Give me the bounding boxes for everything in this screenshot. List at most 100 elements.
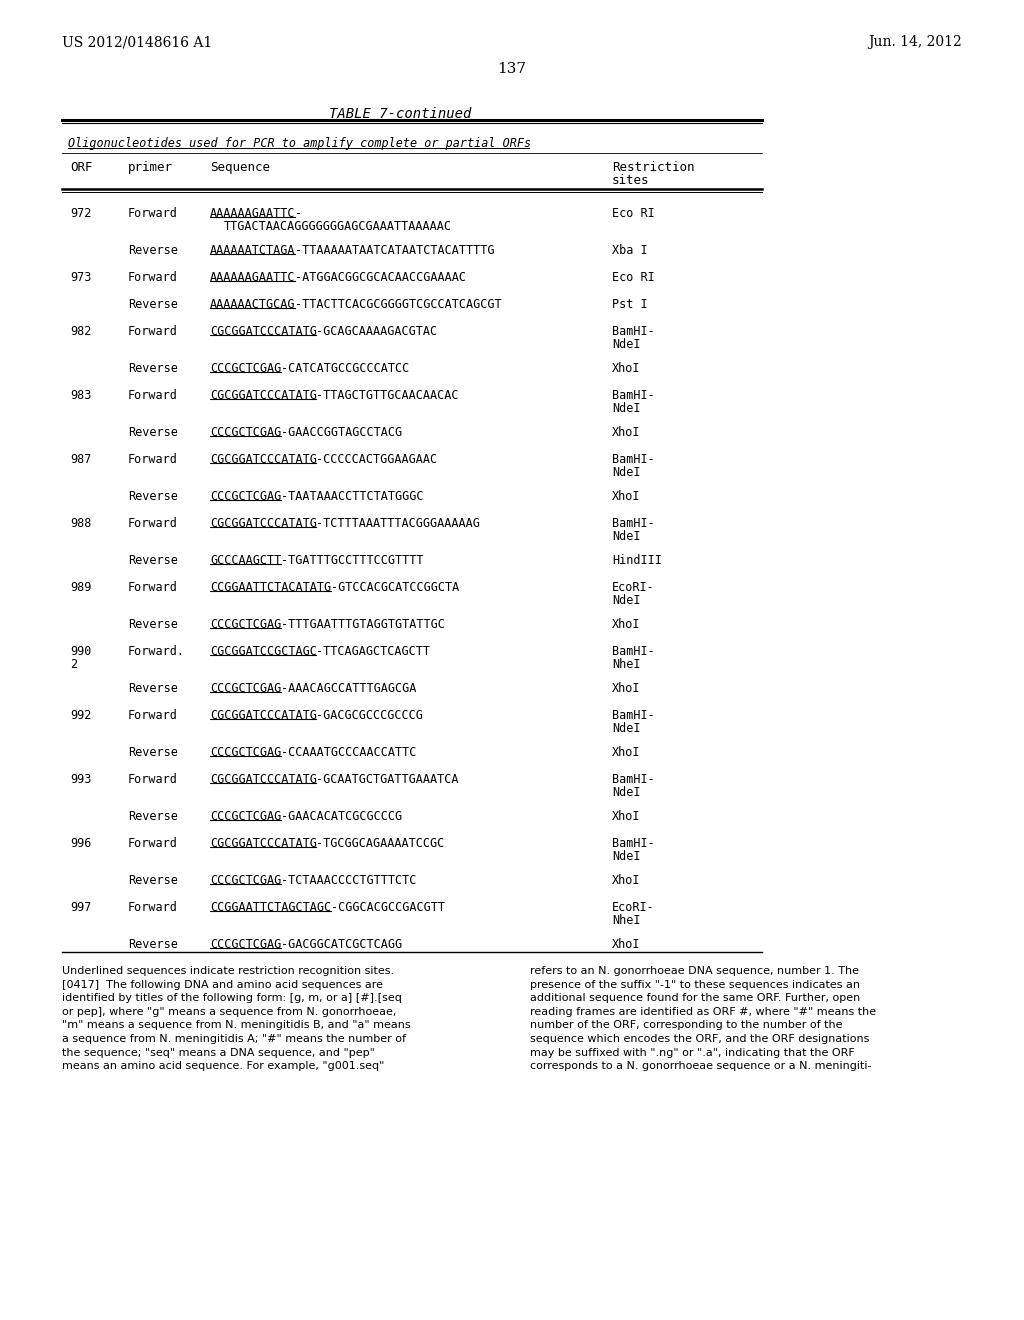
Text: -TTACTTCACGCGGGGTCGCCATCAGCGT: -TTACTTCACGCGGGGTCGCCATCAGCGT: [295, 298, 502, 312]
Text: Reverse: Reverse: [128, 746, 178, 759]
Text: NdeI: NdeI: [612, 466, 640, 479]
Text: Forward: Forward: [128, 517, 178, 531]
Text: -ATGGACGGCGCACAACCGAAAAC: -ATGGACGGCGCACAACCGAAAAC: [295, 271, 466, 284]
Text: CCCGCTCGAG: CCCGCTCGAG: [210, 426, 282, 440]
Text: CGCGGATCCCATATG: CGCGGATCCCATATG: [210, 709, 316, 722]
Text: -GAACCGGTAGCCTACG: -GAACCGGTAGCCTACG: [281, 426, 402, 440]
Text: 989: 989: [70, 581, 91, 594]
Text: XhoI: XhoI: [612, 874, 640, 887]
Text: Forward: Forward: [128, 207, 178, 220]
Text: Forward: Forward: [128, 325, 178, 338]
Text: -TTTGAATTTGTAGGTGTATTGC: -TTTGAATTTGTAGGTGTATTGC: [281, 618, 444, 631]
Text: CGCGGATCCCATATG: CGCGGATCCCATATG: [210, 517, 316, 531]
Text: US 2012/0148616 A1: US 2012/0148616 A1: [62, 36, 212, 49]
Text: -TTCAGAGCTCAGCTT: -TTCAGAGCTCAGCTT: [316, 645, 430, 657]
Text: BamHI-: BamHI-: [612, 837, 654, 850]
Text: -: -: [295, 207, 302, 220]
Text: Reverse: Reverse: [128, 682, 178, 696]
Text: Underlined sequences indicate restriction recognition sites.
[0417]  The followi: Underlined sequences indicate restrictio…: [62, 966, 411, 1072]
Text: -GCAATGCTGATTGAAATCA: -GCAATGCTGATTGAAATCA: [316, 774, 459, 785]
Text: CCGGAATTCTAGCTAGC: CCGGAATTCTAGCTAGC: [210, 902, 331, 913]
Text: CCCGCTCGAG: CCCGCTCGAG: [210, 362, 282, 375]
Text: Xba I: Xba I: [612, 244, 647, 257]
Text: -CCAAATGCCCAACCATTC: -CCAAATGCCCAACCATTC: [281, 746, 417, 759]
Text: 983: 983: [70, 389, 91, 403]
Text: Reverse: Reverse: [128, 298, 178, 312]
Text: ORF: ORF: [70, 161, 92, 174]
Text: XhoI: XhoI: [612, 618, 640, 631]
Text: GCCCAAGCTT: GCCCAAGCTT: [210, 554, 282, 568]
Text: 992: 992: [70, 709, 91, 722]
Text: 972: 972: [70, 207, 91, 220]
Text: -TTAGCTGTTGCAACAACAC: -TTAGCTGTTGCAACAACAC: [316, 389, 459, 403]
Text: XhoI: XhoI: [612, 746, 640, 759]
Text: CGCGGATCCCATATG: CGCGGATCCCATATG: [210, 837, 316, 850]
Text: NdeI: NdeI: [612, 531, 640, 543]
Text: BamHI-: BamHI-: [612, 645, 654, 657]
Text: CCCGCTCGAG: CCCGCTCGAG: [210, 682, 282, 696]
Text: 990: 990: [70, 645, 91, 657]
Text: -TGATTTGCCTTTCCGTTTT: -TGATTTGCCTTTCCGTTTT: [281, 554, 424, 568]
Text: Reverse: Reverse: [128, 554, 178, 568]
Text: CCCGCTCGAG: CCCGCTCGAG: [210, 939, 282, 950]
Text: -GACGCGCCCGCCCG: -GACGCGCCCGCCCG: [316, 709, 423, 722]
Text: -AAACAGCCATTTGAGCGA: -AAACAGCCATTTGAGCGA: [281, 682, 417, 696]
Text: -TTAAAAATAATCATAATCTACATTTTG: -TTAAAAATAATCATAATCTACATTTTG: [295, 244, 495, 257]
Text: Reverse: Reverse: [128, 244, 178, 257]
Text: Reverse: Reverse: [128, 362, 178, 375]
Text: EcoRI-: EcoRI-: [612, 581, 654, 594]
Text: XhoI: XhoI: [612, 939, 640, 950]
Text: CGCGGATCCGCTAGC: CGCGGATCCGCTAGC: [210, 645, 316, 657]
Text: sites: sites: [612, 174, 649, 187]
Text: NdeI: NdeI: [612, 722, 640, 735]
Text: TABLE 7-continued: TABLE 7-continued: [329, 107, 471, 121]
Text: BamHI-: BamHI-: [612, 517, 654, 531]
Text: -CCCCCACTGGAAGAAC: -CCCCCACTGGAAGAAC: [316, 453, 437, 466]
Text: CCCGCTCGAG: CCCGCTCGAG: [210, 490, 282, 503]
Text: Jun. 14, 2012: Jun. 14, 2012: [868, 36, 962, 49]
Text: CCCGCTCGAG: CCCGCTCGAG: [210, 618, 282, 631]
Text: Reverse: Reverse: [128, 490, 178, 503]
Text: 993: 993: [70, 774, 91, 785]
Text: 137: 137: [498, 62, 526, 77]
Text: -GACGGCATCGCTCAGG: -GACGGCATCGCTCAGG: [281, 939, 402, 950]
Text: Reverse: Reverse: [128, 939, 178, 950]
Text: -GCAGCAAAAGACGTAC: -GCAGCAAAAGACGTAC: [316, 325, 437, 338]
Text: 2: 2: [70, 657, 77, 671]
Text: primer: primer: [128, 161, 173, 174]
Text: CCCGCTCGAG: CCCGCTCGAG: [210, 810, 282, 822]
Text: Forward: Forward: [128, 902, 178, 913]
Text: TTGACTAACAGGGGGGGAGCGAAATTAAAAAC: TTGACTAACAGGGGGGGAGCGAAATTAAAAAC: [224, 220, 452, 234]
Text: NdeI: NdeI: [612, 338, 640, 351]
Text: Sequence: Sequence: [210, 161, 270, 174]
Text: CCCGCTCGAG: CCCGCTCGAG: [210, 746, 282, 759]
Text: Pst I: Pst I: [612, 298, 647, 312]
Text: Reverse: Reverse: [128, 874, 178, 887]
Text: BamHI-: BamHI-: [612, 325, 654, 338]
Text: Oligonucleotides used for PCR to amplify complete or partial ORFs: Oligonucleotides used for PCR to amplify…: [68, 137, 531, 150]
Text: Forward: Forward: [128, 389, 178, 403]
Text: XhoI: XhoI: [612, 490, 640, 503]
Text: NheI: NheI: [612, 657, 640, 671]
Text: BamHI-: BamHI-: [612, 774, 654, 785]
Text: CGCGGATCCCATATG: CGCGGATCCCATATG: [210, 389, 316, 403]
Text: refers to an N. gonorrhoeae DNA sequence, number 1. The
presence of the suffix ": refers to an N. gonorrhoeae DNA sequence…: [530, 966, 877, 1072]
Text: Forward.: Forward.: [128, 645, 185, 657]
Text: 973: 973: [70, 271, 91, 284]
Text: XhoI: XhoI: [612, 682, 640, 696]
Text: 987: 987: [70, 453, 91, 466]
Text: Forward: Forward: [128, 581, 178, 594]
Text: CCCGCTCGAG: CCCGCTCGAG: [210, 874, 282, 887]
Text: EcoRI-: EcoRI-: [612, 902, 654, 913]
Text: 988: 988: [70, 517, 91, 531]
Text: Eco RI: Eco RI: [612, 271, 654, 284]
Text: NdeI: NdeI: [612, 594, 640, 607]
Text: NheI: NheI: [612, 913, 640, 927]
Text: AAAAAACTGCAG: AAAAAACTGCAG: [210, 298, 296, 312]
Text: 982: 982: [70, 325, 91, 338]
Text: AAAAAATCTAGA: AAAAAATCTAGA: [210, 244, 296, 257]
Text: BamHI-: BamHI-: [612, 453, 654, 466]
Text: AAAAAAGAATTC: AAAAAAGAATTC: [210, 207, 296, 220]
Text: Reverse: Reverse: [128, 810, 178, 822]
Text: NdeI: NdeI: [612, 785, 640, 799]
